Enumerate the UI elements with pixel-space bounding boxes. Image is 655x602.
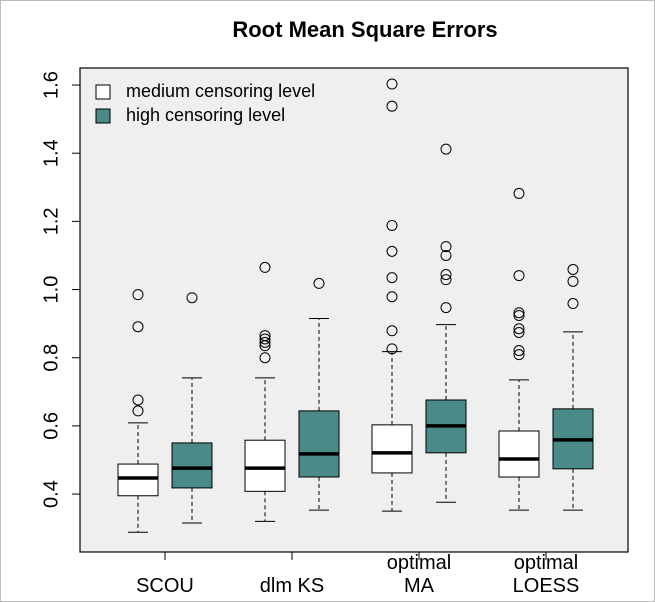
- outlier: [386, 245, 398, 257]
- legend-swatch: [95, 84, 111, 100]
- y-tick-label: 0.8: [40, 344, 62, 372]
- x-tick-label: SCOU: [136, 575, 194, 597]
- box: [244, 439, 286, 492]
- outlier: [567, 263, 579, 275]
- legend-label: high censoring level: [126, 105, 285, 125]
- y-tick-label: 0.6: [40, 412, 62, 440]
- outlier: [386, 325, 398, 337]
- box: [371, 424, 413, 474]
- outlier: [513, 307, 525, 319]
- outlier: [132, 405, 144, 417]
- outlier: [259, 261, 271, 273]
- outlier: [386, 219, 398, 231]
- outlier: [386, 343, 398, 355]
- outlier: [132, 321, 144, 333]
- box: [171, 442, 213, 489]
- legend-label: medium censoring level: [126, 81, 315, 101]
- chart-title: Root Mean Square Errors: [232, 17, 497, 42]
- outlier: [440, 274, 452, 286]
- box: [117, 463, 159, 497]
- box: [298, 410, 340, 478]
- outlier: [440, 143, 452, 155]
- outlier: [186, 292, 198, 304]
- outlier: [386, 100, 398, 112]
- y-tick-label: 0.4: [40, 480, 62, 508]
- outlier: [132, 394, 144, 406]
- outlier: [513, 326, 525, 338]
- outlier: [259, 352, 271, 364]
- y-tick-label: 1.0: [40, 276, 62, 304]
- outlier: [440, 269, 452, 281]
- outlier: [513, 345, 525, 357]
- outlier: [513, 309, 525, 321]
- y-tick-label: 1.4: [40, 139, 62, 167]
- outlier: [313, 277, 325, 289]
- outlier: [440, 249, 452, 261]
- x-tick-label: dlm KS: [259, 575, 325, 597]
- outlier: [259, 340, 271, 352]
- outlier: [259, 336, 271, 348]
- outlier: [386, 291, 398, 303]
- outlier: [567, 298, 579, 310]
- y-tick-label: 1.2: [40, 207, 62, 235]
- outlier: [386, 272, 398, 284]
- x-tick-label: optimal MA: [386, 552, 452, 597]
- outlier: [513, 187, 525, 199]
- outlier: [567, 275, 579, 287]
- outlier: [513, 349, 525, 361]
- outlier: [440, 241, 452, 253]
- legend-swatch: [95, 108, 111, 124]
- outlier: [440, 302, 452, 314]
- x-tick-label: optimal LOESS: [512, 552, 580, 597]
- outlier: [386, 78, 398, 90]
- outlier: [132, 289, 144, 301]
- plot-area: [79, 67, 629, 553]
- y-tick-label: 1.6: [40, 71, 62, 99]
- outlier: [513, 323, 525, 335]
- outlier: [259, 333, 271, 345]
- box: [498, 430, 540, 478]
- outlier: [513, 270, 525, 282]
